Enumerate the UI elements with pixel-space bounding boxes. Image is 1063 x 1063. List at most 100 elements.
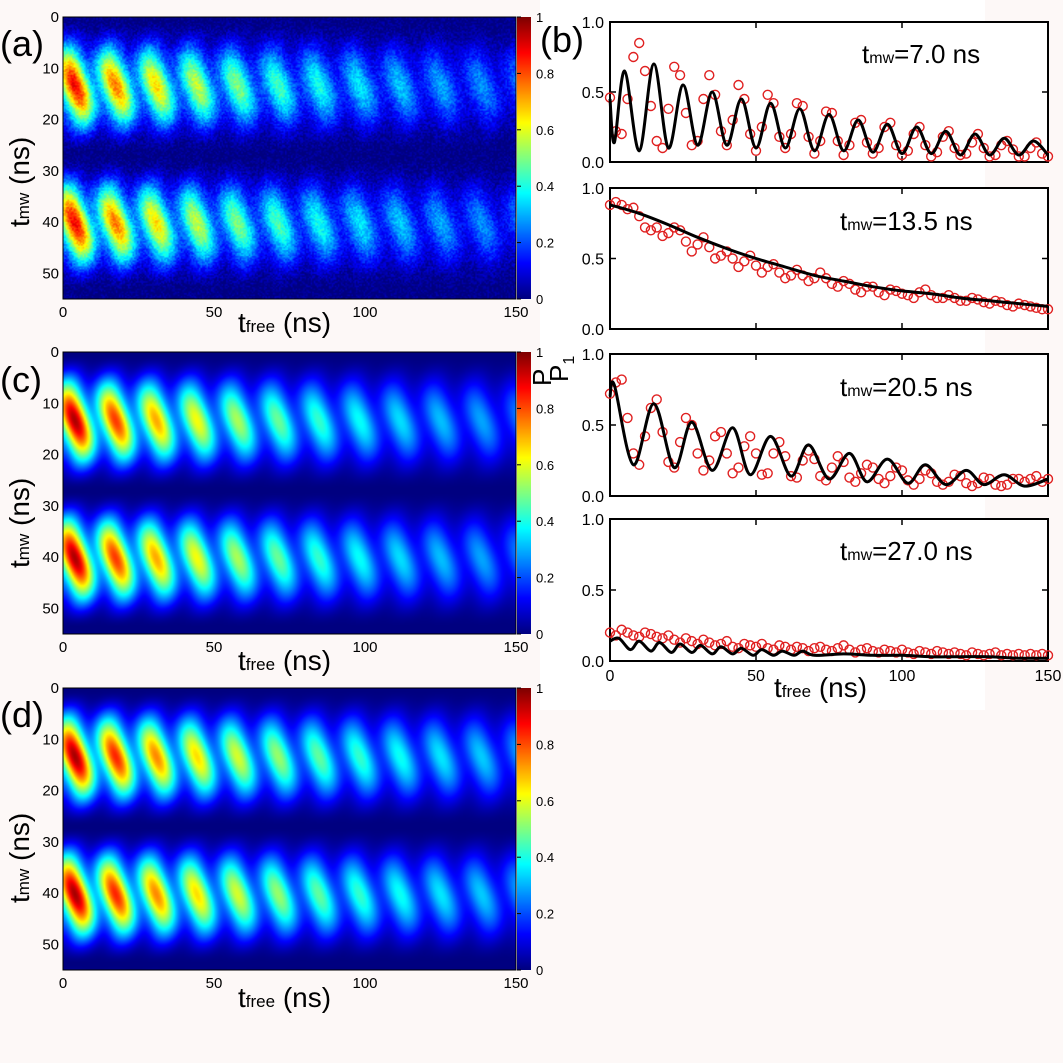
heatmap-a-image	[63, 17, 516, 299]
data-point	[657, 230, 668, 242]
heatmap-c-xticks: 0 50 100 150	[59, 639, 529, 656]
y-tick-label: 30	[42, 498, 59, 515]
x-tick-label: 0	[59, 304, 67, 321]
data-point	[791, 97, 803, 109]
colorbar-tick-label: 0	[536, 292, 543, 307]
colorbar-tick-label: 0.6	[536, 794, 554, 809]
data-point	[622, 627, 633, 638]
data-point	[645, 225, 657, 236]
subplot-frame	[609, 518, 1049, 662]
data-point	[850, 284, 861, 295]
heatmap-d-xticks: 0 50 100 150	[59, 975, 529, 992]
heatmap-c-image	[63, 352, 516, 634]
colorbar-tick-label: 0.4	[536, 850, 554, 865]
heatmap-d-ylabel: tmw (ns)	[4, 813, 35, 903]
y-tick-label: 0.5	[582, 583, 604, 600]
data-point	[1042, 650, 1054, 661]
subplot-label: tmw=27.0 ns	[840, 536, 973, 566]
x-tick-label: 100	[352, 639, 377, 656]
data-point	[698, 465, 709, 476]
colorbar-tick-label: 0.2	[536, 907, 554, 922]
data-point	[1007, 473, 1019, 485]
data-point	[890, 647, 902, 658]
data-point	[663, 103, 674, 115]
data-point	[873, 647, 884, 658]
data-point	[803, 275, 814, 287]
data-point	[850, 476, 861, 487]
data-point	[937, 292, 949, 304]
x-tick-label: 0	[59, 639, 67, 656]
y-tick-label: 0	[51, 680, 59, 697]
y-tick-label: 0.0	[582, 489, 604, 506]
data-point	[756, 469, 768, 480]
data-point	[674, 69, 686, 81]
data-point	[774, 267, 785, 278]
panel-label-a: (a)	[0, 23, 44, 64]
data-point	[879, 478, 890, 489]
data-point	[651, 222, 662, 233]
data-point	[861, 459, 873, 470]
data-point	[768, 448, 779, 459]
data-point	[686, 419, 697, 431]
data-point	[1025, 473, 1036, 485]
data-point	[1042, 151, 1054, 162]
data-point	[698, 634, 709, 645]
data-point	[616, 624, 627, 635]
data-point	[622, 93, 633, 105]
data-point	[756, 267, 768, 278]
heatmap-d-frame	[62, 687, 517, 971]
fit-line	[608, 62, 1050, 157]
fit-line	[608, 380, 1049, 488]
y-tick-label: 20	[42, 783, 59, 800]
y-tick-label: 1.0	[582, 181, 604, 198]
data-point	[692, 239, 703, 250]
x-tick-label: 150	[503, 304, 528, 321]
data-point	[1031, 302, 1042, 314]
data-point	[750, 260, 762, 271]
data-point	[1001, 479, 1013, 490]
data-point	[867, 148, 878, 159]
colorbar-tick-label: 0.8	[536, 401, 554, 416]
fit-line	[609, 203, 1049, 308]
heatmap-d-xlabel: tfree (ns)	[238, 982, 331, 1013]
data-point	[943, 648, 954, 660]
colorbar-c-label: P	[527, 369, 557, 386]
y-tick-label: 20	[42, 447, 59, 464]
data-point	[1007, 144, 1019, 155]
subplot-tmw-27: 0 50 100 150 0.0 0.5 1.0 tmw=27.0 ns	[582, 512, 1062, 685]
data-point	[797, 643, 808, 654]
y-tick-label: 1.0	[582, 15, 604, 32]
colorbar-tick-label: 1	[536, 681, 543, 696]
data-point	[1001, 299, 1013, 311]
data-point	[680, 412, 692, 424]
panel-c: (c) 1 0.8 0.6 0.4 0.2 0 P 0 50 100 150 0 10 20 30 40…	[0, 344, 557, 676]
data-point	[709, 640, 721, 651]
data-point	[616, 374, 627, 385]
data-point	[780, 273, 791, 284]
y-tick-label: 0.5	[582, 252, 604, 269]
heatmap-a-frame	[62, 16, 517, 300]
heatmap-c-yticks: 0 10 20 30 40 50	[42, 344, 59, 617]
y-tick-label: 0	[51, 9, 59, 26]
data-point	[744, 431, 756, 442]
data-point	[978, 297, 989, 308]
y-tick-label: 0.0	[582, 654, 604, 671]
data-point	[715, 426, 727, 438]
data-point	[639, 222, 651, 233]
data-point	[686, 635, 697, 647]
heatmap-c-frame	[62, 351, 517, 635]
data-point	[1019, 650, 1030, 661]
data-point	[715, 638, 727, 650]
colorbar-a	[517, 17, 531, 299]
data-point	[879, 289, 890, 301]
data-point	[669, 61, 680, 73]
line-panel-xlabel: tfree (ns)	[774, 672, 867, 703]
data-point	[651, 135, 662, 147]
data-point	[692, 448, 703, 459]
data-point	[955, 295, 966, 306]
y-tick-label: 0.5	[582, 418, 604, 435]
data-point	[744, 640, 756, 651]
data-point	[680, 633, 692, 644]
data-point	[727, 468, 738, 479]
data-point	[832, 281, 843, 292]
